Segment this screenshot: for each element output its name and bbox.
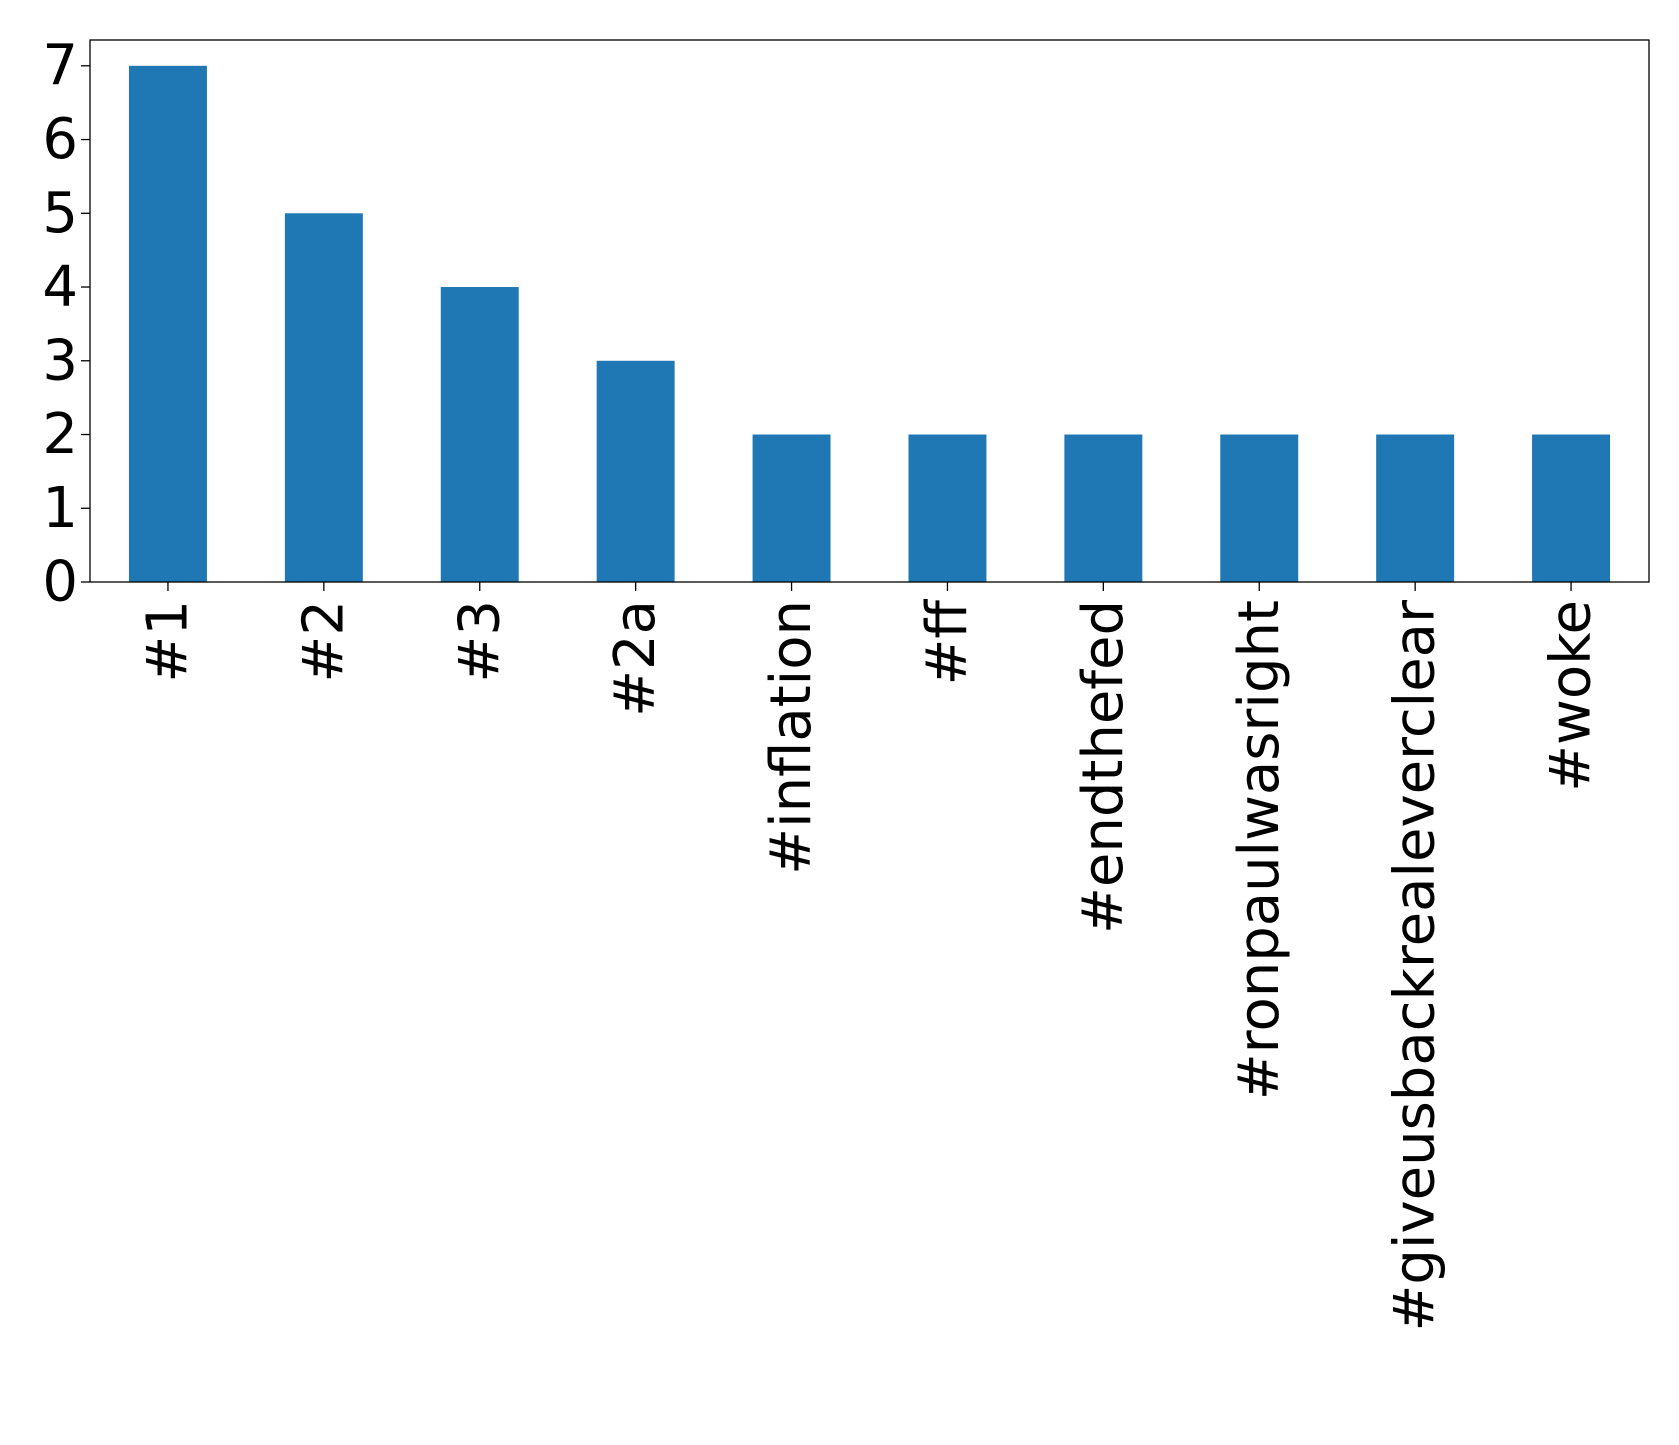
x-tick-label: #giveusbackrealeverclear	[1383, 599, 1448, 1331]
y-tick-label: 5	[42, 181, 78, 246]
bar-7	[1220, 434, 1299, 582]
x-tick-label: #woke	[1539, 600, 1604, 792]
x-tick-label: #ronpaulwasright	[1227, 600, 1292, 1100]
y-tick-label: 1	[42, 476, 78, 541]
bar-1	[284, 213, 363, 582]
x-tick-label: #3	[447, 600, 512, 683]
y-axis: 0 1 2 3 4 5 6 7	[42, 33, 90, 615]
bar-4	[752, 434, 831, 582]
x-tick-label: #1	[135, 600, 200, 683]
bars-group	[128, 65, 1611, 583]
bar-3	[596, 360, 675, 582]
bar-0	[128, 65, 207, 583]
x-axis: #1 #2 #3 #2a #inflation #ff #endthefed #ronpaul…	[135, 582, 1604, 1331]
plot-frame	[89, 39, 1650, 583]
x-tick-label: #ff	[915, 599, 980, 686]
x-tick-label: #endthefed	[1071, 600, 1136, 934]
y-tick-label: 7	[42, 33, 78, 98]
x-tick-label: #2	[291, 600, 356, 683]
y-tick-label: 6	[42, 107, 78, 172]
bar-2	[440, 287, 519, 582]
bar-8	[1376, 434, 1455, 582]
bar-6	[1064, 434, 1143, 582]
bar-5	[908, 434, 987, 582]
y-tick-label: 2	[42, 402, 78, 467]
y-tick-label: 4	[42, 255, 78, 320]
x-tick-label: #2a	[603, 600, 668, 717]
y-tick-label: 0	[42, 550, 78, 615]
x-tick-label: #inflation	[759, 600, 824, 875]
y-tick-label: 3	[42, 328, 78, 393]
bar-9	[1532, 434, 1611, 582]
